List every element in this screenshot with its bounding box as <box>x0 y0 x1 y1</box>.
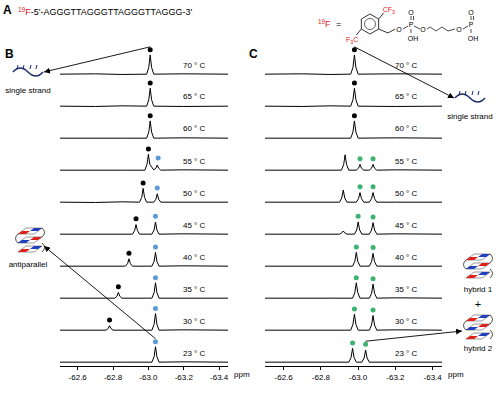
svg-text:65 ° C: 65 ° C <box>395 92 418 101</box>
svg-text:-62.6: -62.6 <box>69 373 88 382</box>
svg-text:55 ° C: 55 ° C <box>395 157 418 166</box>
svg-text:30 ° C: 30 ° C <box>395 317 418 326</box>
svg-text:35 ° C: 35 ° C <box>183 285 206 294</box>
svg-text:50 ° C: 50 ° C <box>183 189 206 198</box>
svg-text:-63.4: -63.4 <box>424 373 443 382</box>
svg-text:60 ° C: 60 ° C <box>395 124 418 133</box>
svg-text:60 ° C: 60 ° C <box>183 124 206 133</box>
svg-text:ppm: ppm <box>234 370 250 379</box>
svg-text:hybrid 1: hybrid 1 <box>464 285 493 294</box>
svg-text:O: O <box>396 26 402 33</box>
svg-text:single strand: single strand <box>447 112 492 121</box>
svg-text:19F-5'-AGGGTTAGGGTTAGGGTTAGGG-: 19F-5'-AGGGTTAGGGTTAGGGTTAGGG-3' <box>18 6 192 17</box>
svg-text:23 ° C: 23 ° C <box>183 349 206 358</box>
svg-text:antiparallel: antiparallel <box>9 260 48 269</box>
svg-text:-63.2: -63.2 <box>386 373 405 382</box>
svg-text:C: C <box>249 47 258 61</box>
svg-text:OH: OH <box>468 35 479 42</box>
svg-text:-62.8: -62.8 <box>312 373 331 382</box>
svg-text:50 ° C: 50 ° C <box>395 189 418 198</box>
svg-text:45 ° C: 45 ° C <box>395 221 418 230</box>
svg-text:23 ° C: 23 ° C <box>395 349 418 358</box>
svg-text:=: = <box>336 19 341 29</box>
svg-text:hybrid 2: hybrid 2 <box>464 344 493 353</box>
svg-text:70 ° C: 70 ° C <box>395 61 418 70</box>
svg-text:P: P <box>409 21 414 28</box>
svg-text:B: B <box>5 47 14 61</box>
svg-text:45 ° C: 45 ° C <box>183 221 206 230</box>
svg-text:O: O <box>456 26 462 33</box>
svg-text:19F: 19F <box>318 18 331 29</box>
svg-text:-62.6: -62.6 <box>275 373 294 382</box>
svg-text:55 ° C: 55 ° C <box>183 157 206 166</box>
svg-text:A: A <box>3 3 12 17</box>
svg-text:-63.2: -63.2 <box>175 373 194 382</box>
svg-text:-62.8: -62.8 <box>104 373 123 382</box>
svg-text:O: O <box>408 9 414 16</box>
svg-text:40 ° C: 40 ° C <box>395 253 418 262</box>
svg-text:-63.0: -63.0 <box>139 373 158 382</box>
svg-text:65 ° C: 65 ° C <box>183 92 206 101</box>
svg-text:single strand: single strand <box>5 86 50 95</box>
svg-text:F3C: F3C <box>346 36 358 45</box>
svg-text:-63.0: -63.0 <box>349 373 368 382</box>
svg-text:70 ° C: 70 ° C <box>183 61 206 70</box>
svg-text:ppm: ppm <box>448 370 464 379</box>
svg-text:O: O <box>468 9 474 16</box>
svg-text:30 ° C: 30 ° C <box>183 317 206 326</box>
svg-text:O: O <box>420 26 426 33</box>
svg-text:+: + <box>475 298 481 310</box>
svg-text:-63.4: -63.4 <box>210 373 229 382</box>
svg-text:40 ° C: 40 ° C <box>183 253 206 262</box>
svg-text:OH: OH <box>408 35 419 42</box>
svg-text:P: P <box>469 21 474 28</box>
svg-text:35 ° C: 35 ° C <box>395 285 418 294</box>
svg-text:CF3: CF3 <box>383 6 395 15</box>
